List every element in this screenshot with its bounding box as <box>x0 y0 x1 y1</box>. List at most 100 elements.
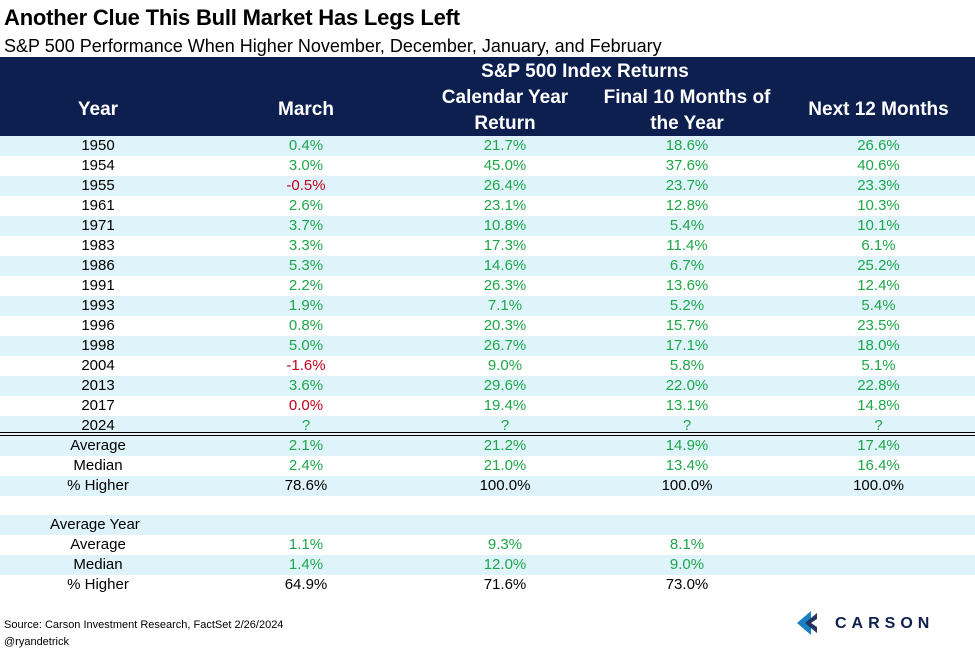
cell-march: 0.8% <box>288 317 324 334</box>
cell-year: 1996 <box>81 317 115 334</box>
cell-year: 2017 <box>81 397 115 414</box>
cell-final-10-months: ? <box>682 417 692 434</box>
table-row: Average 1.1% 9.3% 8.1% <box>0 535 975 555</box>
cell-march: -1.6% <box>286 357 326 374</box>
cell-calendar-year: 9.0% <box>487 357 523 374</box>
header-final-10-months: Final 10 Months of the Year <box>603 87 771 134</box>
cell-calendar-year: 12.0% <box>483 556 527 573</box>
carson-mark-icon <box>797 611 817 635</box>
section-label-row: Average Year <box>0 515 975 535</box>
cell-year: 1954 <box>81 157 115 174</box>
cell-final-10-months: 100.0% <box>661 477 713 494</box>
cell-march: 3.7% <box>288 217 324 234</box>
header-calendar-year: Calendar Year Return <box>441 87 569 134</box>
cell-next-12-months: 5.4% <box>861 297 896 314</box>
cell-year: 1955 <box>81 177 115 194</box>
cell-final-10-months: 9.0% <box>669 556 705 573</box>
header-next-12-months: Next 12 Months <box>808 99 949 120</box>
average-year-label: Average Year <box>50 516 140 533</box>
cell-next-12-months: 6.1% <box>861 237 896 254</box>
cell-year: % Higher <box>67 576 129 593</box>
cell-next-12-months: 10.1% <box>857 217 900 234</box>
cell-calendar-year: 29.6% <box>483 377 527 394</box>
table-row: 1954 3.0% 45.0% 37.6% 40.6% <box>0 156 975 176</box>
cell-march: 78.6% <box>284 477 328 494</box>
header-march: March <box>278 99 334 120</box>
table-row: 1993 1.9% 7.1% 5.2% 5.4% <box>0 296 975 316</box>
cell-calendar-year: 26.4% <box>483 177 527 194</box>
cell-final-10-months: 5.4% <box>669 217 705 234</box>
cell-calendar-year: 7.1% <box>487 297 523 314</box>
cell-next-12-months: 40.6% <box>857 157 900 174</box>
table-row: 1971 3.7% 10.8% 5.4% 10.1% <box>0 216 975 236</box>
cell-year: 1983 <box>81 237 115 254</box>
cell-next-12-months: 100.0% <box>853 477 904 494</box>
cell-march: 1.9% <box>288 297 324 314</box>
cell-next-12-months: 17.4% <box>857 437 900 454</box>
cell-march: 5.3% <box>288 257 324 274</box>
cell-march: 2.1% <box>288 437 324 454</box>
cell-final-10-months: 13.6% <box>665 277 709 294</box>
cell-final-10-months: 13.4% <box>665 457 709 474</box>
cell-year: 1998 <box>81 337 115 354</box>
cell-final-10-months: 14.9% <box>665 437 709 454</box>
carson-logo: CARSON <box>795 607 945 639</box>
cell-next-12-months: 18.0% <box>857 337 900 354</box>
cell-calendar-year: ? <box>500 417 510 434</box>
cell-calendar-year: 26.3% <box>483 277 527 294</box>
chart-title: Another Clue This Bull Market Has Legs L… <box>4 5 460 30</box>
table-row: % Higher 64.9% 71.6% 73.0% <box>0 575 975 595</box>
cell-march: -0.5% <box>286 177 326 194</box>
cell-calendar-year: 26.7% <box>483 337 527 354</box>
table-row: Median 1.4% 12.0% 9.0% <box>0 555 975 575</box>
cell-year: Median <box>73 457 123 474</box>
cell-final-10-months: 6.7% <box>669 257 705 274</box>
cell-calendar-year: 23.1% <box>483 197 527 214</box>
cell-year: 1971 <box>81 217 115 234</box>
cell-next-12-months: 22.8% <box>857 377 900 394</box>
table-row: 2004 -1.6% 9.0% 5.8% 5.1% <box>0 356 975 376</box>
table-row: 1955 -0.5% 26.4% 23.7% 23.3% <box>0 176 975 196</box>
cell-calendar-year: 20.3% <box>483 317 527 334</box>
cell-march: 2.6% <box>288 197 324 214</box>
cell-march: 0.0% <box>288 397 324 414</box>
table-header: S&P 500 Index Returns Year March Calenda… <box>0 57 975 136</box>
cell-year: 2024 <box>81 417 115 434</box>
header-group-label: S&P 500 Index Returns <box>481 61 689 82</box>
cell-calendar-year: 17.3% <box>483 237 527 254</box>
cell-year: 1950 <box>81 137 115 154</box>
cell-march: 64.9% <box>284 576 328 593</box>
cell-year: % Higher <box>67 477 129 494</box>
cell-march: 1.4% <box>288 556 324 573</box>
table-row: 1991 2.2% 26.3% 13.6% 12.4% <box>0 276 975 296</box>
cell-final-10-months: 18.6% <box>665 137 709 154</box>
cell-march: 3.3% <box>288 237 324 254</box>
cell-calendar-year: 21.7% <box>483 137 527 154</box>
cell-next-12-months: 10.3% <box>857 197 900 214</box>
cell-final-10-months: 12.8% <box>665 197 709 214</box>
cell-final-10-months: 11.4% <box>666 237 708 254</box>
cell-next-12-months: 23.5% <box>857 317 900 334</box>
source-note: Source: Carson Investment Research, Fact… <box>4 619 284 631</box>
cell-calendar-year: 19.4% <box>483 397 527 414</box>
cell-year: 1986 <box>81 257 115 274</box>
author-handle: @ryandetrick <box>4 636 69 648</box>
cell-year: 2004 <box>81 357 115 374</box>
cell-year: Average <box>70 536 126 553</box>
cell-final-10-months: 13.1% <box>665 397 709 414</box>
cell-final-10-months: 22.0% <box>665 377 709 394</box>
cell-final-10-months: 5.8% <box>669 357 705 374</box>
double-rule-divider <box>0 432 975 436</box>
chart-subtitle: S&P 500 Performance When Higher November… <box>4 36 662 56</box>
cell-calendar-year: 21.0% <box>483 457 527 474</box>
cell-year: 1991 <box>81 277 115 294</box>
cell-next-12-months: 12.4% <box>857 277 900 294</box>
cell-calendar-year: 71.6% <box>483 576 527 593</box>
cell-final-10-months: 15.7% <box>665 317 709 334</box>
cell-year: 2013 <box>81 377 115 394</box>
cell-final-10-months: 73.0% <box>665 576 709 593</box>
cell-next-12-months: 14.8% <box>857 397 900 414</box>
cell-year: 1993 <box>81 297 115 314</box>
cell-next-12-months: 26.6% <box>857 137 900 154</box>
table-row: % Higher 78.6% 100.0% 100.0% 100.0% <box>0 476 975 496</box>
